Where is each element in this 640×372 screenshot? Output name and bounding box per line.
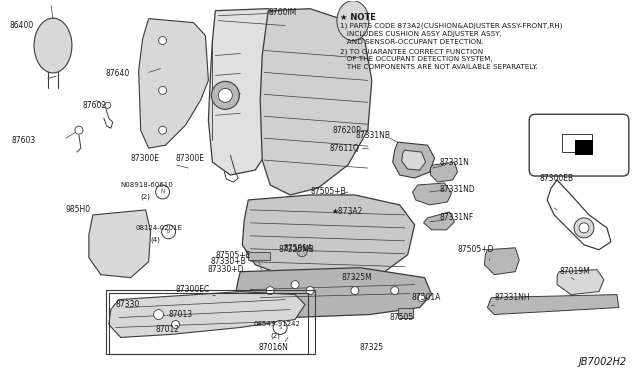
Polygon shape bbox=[557, 270, 604, 295]
Text: 87611Q: 87611Q bbox=[330, 144, 360, 153]
Bar bbox=[575, 140, 593, 155]
Circle shape bbox=[306, 286, 314, 295]
Text: 87016N: 87016N bbox=[258, 343, 288, 352]
Text: 87640: 87640 bbox=[106, 69, 130, 78]
Text: 87501A: 87501A bbox=[283, 244, 312, 253]
Bar bbox=[106, 290, 315, 355]
Circle shape bbox=[351, 286, 359, 295]
Circle shape bbox=[75, 126, 83, 134]
Text: 87330+D: 87330+D bbox=[207, 265, 244, 274]
Circle shape bbox=[105, 102, 111, 108]
Circle shape bbox=[273, 321, 287, 334]
Text: 87325M: 87325M bbox=[342, 273, 372, 282]
Text: 87603: 87603 bbox=[11, 136, 35, 145]
Text: N: N bbox=[161, 189, 164, 195]
Polygon shape bbox=[431, 162, 458, 182]
Circle shape bbox=[154, 310, 164, 320]
Ellipse shape bbox=[34, 18, 72, 73]
Circle shape bbox=[211, 81, 239, 109]
Polygon shape bbox=[424, 212, 454, 230]
Polygon shape bbox=[393, 142, 435, 178]
Text: JB7002H2: JB7002H2 bbox=[579, 357, 627, 367]
Text: (2): (2) bbox=[141, 194, 150, 200]
Circle shape bbox=[291, 280, 299, 289]
Polygon shape bbox=[413, 183, 451, 205]
Text: ★ NOTE: ★ NOTE bbox=[340, 13, 376, 22]
Text: 8760lM: 8760lM bbox=[268, 8, 296, 17]
Text: 87331NB: 87331NB bbox=[356, 131, 391, 140]
Text: 87330+B: 87330+B bbox=[211, 257, 246, 266]
Text: 86400: 86400 bbox=[9, 21, 33, 30]
Circle shape bbox=[574, 218, 594, 238]
Polygon shape bbox=[89, 210, 150, 278]
Polygon shape bbox=[109, 292, 305, 337]
Circle shape bbox=[156, 185, 170, 199]
Text: 87602: 87602 bbox=[83, 101, 107, 110]
Circle shape bbox=[159, 36, 166, 45]
Text: 87325MB: 87325MB bbox=[278, 245, 314, 254]
Text: 2) TO GUARANTEE CORRECT FUNCTION: 2) TO GUARANTEE CORRECT FUNCTION bbox=[340, 48, 483, 55]
Text: 87330: 87330 bbox=[116, 300, 140, 309]
Text: 87331NH: 87331NH bbox=[494, 293, 530, 302]
Circle shape bbox=[579, 223, 589, 233]
Text: 87013: 87013 bbox=[168, 310, 193, 319]
Bar bbox=[562, 134, 592, 152]
Text: 87012: 87012 bbox=[156, 325, 180, 334]
Circle shape bbox=[266, 286, 274, 295]
Polygon shape bbox=[260, 9, 372, 195]
Text: 08124-0201E: 08124-0201E bbox=[136, 225, 182, 231]
Text: 87620P: 87620P bbox=[333, 126, 362, 135]
Circle shape bbox=[391, 286, 399, 295]
Text: ★873A2: ★873A2 bbox=[332, 208, 364, 217]
Text: (2): (2) bbox=[270, 332, 280, 339]
Circle shape bbox=[297, 247, 307, 257]
Text: 87300EC: 87300EC bbox=[175, 285, 210, 294]
Polygon shape bbox=[209, 9, 300, 175]
Text: 87501A: 87501A bbox=[412, 293, 441, 302]
Text: 87019M: 87019M bbox=[559, 267, 590, 276]
Circle shape bbox=[418, 294, 426, 302]
Polygon shape bbox=[243, 195, 415, 280]
Text: OF THE OCCUPANT DETECTION SYSTEM,: OF THE OCCUPANT DETECTION SYSTEM, bbox=[340, 57, 493, 62]
Text: 08543-91242: 08543-91242 bbox=[253, 321, 300, 327]
Text: 87505: 87505 bbox=[390, 313, 414, 322]
Bar bbox=[248, 252, 270, 260]
Text: 87331NF: 87331NF bbox=[440, 214, 474, 222]
Bar bbox=[397, 308, 413, 318]
Text: N08918-60610: N08918-60610 bbox=[121, 182, 173, 188]
Bar bbox=[109, 293, 308, 355]
Text: B: B bbox=[167, 229, 170, 234]
Text: 87505+B: 87505+B bbox=[310, 187, 346, 196]
Text: 1) PARTS CODE 873A2(CUSHION&ADJUSTER ASSY-FRONT,RH): 1) PARTS CODE 873A2(CUSHION&ADJUSTER ASS… bbox=[340, 23, 563, 29]
Polygon shape bbox=[488, 295, 619, 314]
Text: 87300E: 87300E bbox=[175, 154, 205, 163]
Text: AND SENSOR-OCCUPANT DETECTION.: AND SENSOR-OCCUPANT DETECTION. bbox=[340, 39, 484, 45]
Text: 985H0: 985H0 bbox=[66, 205, 91, 214]
Text: 87300E: 87300E bbox=[131, 154, 160, 163]
Text: S: S bbox=[278, 325, 282, 330]
Ellipse shape bbox=[337, 1, 369, 41]
Text: 87505+D: 87505+D bbox=[458, 245, 494, 254]
Circle shape bbox=[172, 321, 180, 328]
Polygon shape bbox=[402, 150, 426, 170]
Text: 87325: 87325 bbox=[360, 343, 384, 352]
Polygon shape bbox=[484, 248, 519, 275]
Text: 87331ND: 87331ND bbox=[440, 186, 476, 195]
Circle shape bbox=[159, 126, 166, 134]
Text: THE COMPONENTS ARE NOT AVAILABLE SEPARATELY.: THE COMPONENTS ARE NOT AVAILABLE SEPARAT… bbox=[340, 64, 538, 70]
Polygon shape bbox=[236, 268, 431, 318]
Circle shape bbox=[159, 86, 166, 94]
Text: 87505+E: 87505+E bbox=[216, 251, 251, 260]
Circle shape bbox=[218, 89, 232, 102]
Circle shape bbox=[161, 225, 175, 239]
FancyBboxPatch shape bbox=[529, 114, 629, 176]
Text: 87331N: 87331N bbox=[440, 158, 469, 167]
Text: (4): (4) bbox=[150, 237, 161, 243]
Polygon shape bbox=[139, 19, 209, 148]
Text: INCLUDES CUSHION ASSY ADJUSTER ASSY,: INCLUDES CUSHION ASSY ADJUSTER ASSY, bbox=[340, 31, 502, 36]
Text: 87300EB: 87300EB bbox=[539, 173, 573, 183]
